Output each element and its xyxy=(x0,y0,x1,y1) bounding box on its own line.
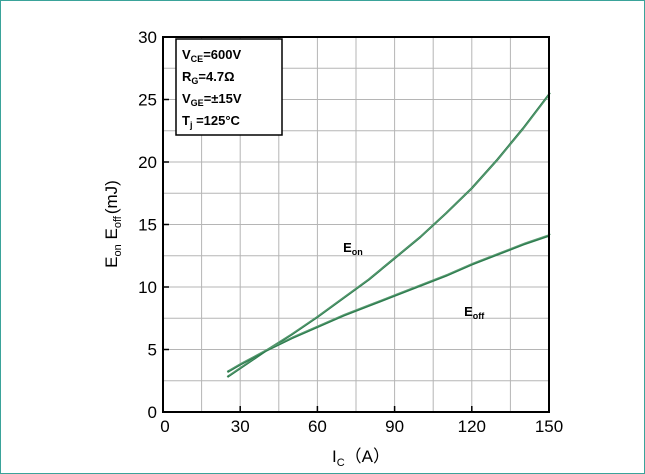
series-label-off: Eoff xyxy=(464,304,485,321)
series-line-shadow-on xyxy=(228,92,551,376)
x-axis-title: IC（A） xyxy=(332,447,390,469)
x-axis-title-unit: （A） xyxy=(345,447,390,466)
conditions-box-frame xyxy=(175,38,283,136)
y-axis-title-sub2: off xyxy=(112,215,124,228)
series-line-off xyxy=(226,234,550,373)
y-tick-label: 5 xyxy=(148,341,157,360)
series-labels: Eon Eoff xyxy=(343,240,485,321)
series-layer xyxy=(226,92,551,378)
x-tick-label: 150 xyxy=(535,417,563,436)
condition-line: Tj =125°C xyxy=(182,113,241,130)
series-line-shadow-off xyxy=(228,233,551,371)
y-tick-label: 25 xyxy=(138,91,157,110)
series-line-on xyxy=(226,93,550,378)
x-tick-label: 90 xyxy=(385,417,404,436)
y-tick-label: 15 xyxy=(138,216,157,235)
x-tick-label: 60 xyxy=(308,417,327,436)
y-axis-title-unit: (mJ) xyxy=(102,180,121,214)
condition-line: VCE=600V xyxy=(182,47,241,64)
y-axis-title: Eon Eoff(mJ) xyxy=(102,180,124,268)
ticks: 0 30 60 90 120 150 0 5 10 15 20 25 30 xyxy=(138,28,563,436)
y-tick-label: 20 xyxy=(138,153,157,172)
y-axis-title-e2: E xyxy=(102,228,121,244)
x-axis-title-main: I xyxy=(332,447,337,466)
series-label-on: Eon xyxy=(343,240,363,257)
y-axis-title-e1: E xyxy=(102,256,121,267)
y-tick-label: 30 xyxy=(138,28,157,47)
x-axis-title-sub: C xyxy=(337,457,345,469)
x-tick-label: 0 xyxy=(160,417,169,436)
condition-line: VGE=±15V xyxy=(182,91,242,108)
x-tick-label: 30 xyxy=(231,417,250,436)
x-tick-label: 120 xyxy=(458,417,486,436)
y-tick-label: 10 xyxy=(138,278,157,297)
y-axis-title-sub1: on xyxy=(112,244,124,256)
conditions-box: VCE=600V RG=4.7Ω VGE=±15V Tj =125°C xyxy=(175,38,283,136)
y-tick-label: 0 xyxy=(148,403,157,422)
condition-line: RG=4.7Ω xyxy=(182,69,235,86)
